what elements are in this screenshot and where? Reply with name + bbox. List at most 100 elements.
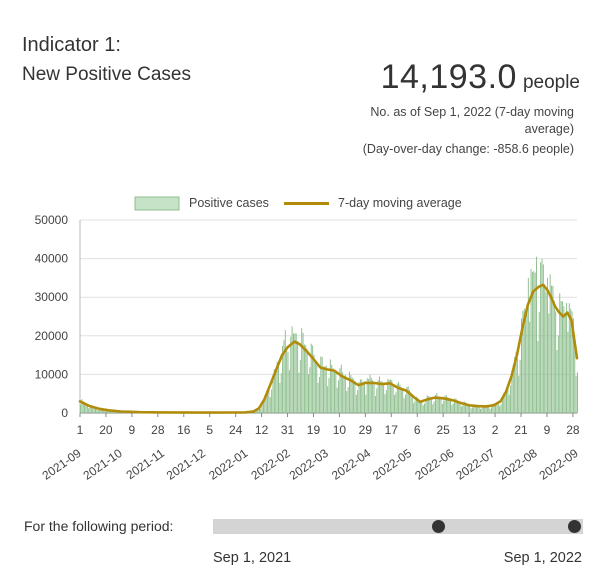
daily-case-bar: [343, 376, 345, 413]
daily-case-bar: [284, 330, 286, 413]
daily-case-bar: [305, 345, 307, 413]
daily-case-bar: [418, 399, 420, 413]
daily-case-bar: [504, 392, 506, 413]
x-month-tick-label: 2022-03: [287, 446, 331, 483]
daily-case-bar: [496, 403, 498, 413]
daily-case-bar: [414, 400, 416, 413]
daily-case-bar: [389, 379, 391, 413]
daily-case-bar: [369, 374, 371, 413]
daily-case-bar: [257, 408, 259, 413]
daily-case-bar: [90, 405, 92, 413]
daily-case-bar: [448, 398, 450, 413]
x-day-tick-label: 2: [492, 423, 499, 437]
daily-case-bar: [277, 366, 279, 413]
daily-case-bar: [559, 293, 561, 413]
daily-case-bar: [316, 364, 318, 413]
period-slider-end-handle[interactable]: [568, 520, 581, 533]
period-slider-start-handle[interactable]: [432, 520, 445, 533]
x-day-tick-label: 25: [437, 423, 451, 437]
daily-case-bar: [353, 378, 355, 413]
daily-case-bar: [553, 300, 555, 413]
daily-case-bar: [381, 381, 383, 413]
daily-case-bar: [301, 328, 303, 413]
x-day-tick-label: 17: [385, 423, 399, 437]
daily-case-bar: [570, 308, 572, 413]
daily-case-bar: [439, 397, 441, 413]
daily-case-bar: [410, 392, 412, 413]
daily-case-bar: [437, 396, 439, 413]
daily-case-bar: [469, 404, 471, 413]
daily-case-bar: [500, 404, 502, 413]
daily-case-bar: [568, 303, 570, 413]
daily-case-bar: [489, 408, 491, 413]
daily-case-bar: [451, 404, 453, 413]
x-month-tick-label: 2021-09: [40, 446, 84, 483]
y-tick-label: 20000: [35, 329, 69, 343]
daily-case-bar: [429, 396, 431, 413]
daily-case-bar: [577, 372, 578, 413]
daily-case-bar: [555, 311, 557, 413]
x-day-tick-label: 10: [333, 423, 347, 437]
daily-case-bar: [344, 374, 346, 413]
daily-case-bar: [450, 400, 451, 413]
daily-case-bar: [272, 374, 274, 413]
x-day-tick-label: 9: [544, 423, 551, 437]
daily-case-bar: [108, 410, 110, 413]
indicator-label: Indicator 1:: [22, 34, 121, 56]
daily-case-bar: [403, 398, 405, 413]
daily-case-bar: [327, 386, 329, 413]
daily-case-bar: [422, 405, 424, 413]
daily-case-bar: [373, 384, 375, 413]
daily-case-bar: [447, 397, 449, 413]
daily-case-bar: [368, 379, 370, 413]
daily-case-bar: [443, 400, 445, 413]
y-tick-label: 10000: [35, 367, 69, 381]
daily-case-bar: [462, 405, 464, 413]
daily-case-bar: [424, 403, 426, 413]
daily-case-bar: [398, 381, 400, 413]
daily-case-bar: [460, 406, 462, 413]
x-month-tick-label: 2022-01: [206, 446, 250, 483]
x-month-tick-label: 2022-09: [537, 446, 581, 483]
daily-case-bar: [514, 356, 516, 413]
daily-case-bar: [318, 376, 320, 413]
daily-case-bar: [409, 389, 411, 413]
daily-case-bar: [510, 385, 512, 413]
x-day-tick-label: 31: [281, 423, 295, 437]
as-of-note: No. as of Sep 1, 2022 (7-day moving aver…: [370, 105, 574, 136]
daily-case-bar: [276, 361, 278, 413]
daily-case-bar: [324, 366, 326, 413]
daily-case-bar: [484, 405, 486, 413]
daily-case-bar: [268, 388, 270, 413]
daily-case-bar: [426, 395, 428, 413]
daily-case-bar: [81, 399, 83, 413]
daily-case-bar: [465, 402, 467, 413]
daily-case-bar: [312, 345, 314, 413]
daily-case-bar: [415, 396, 417, 413]
daily-case-bar: [306, 349, 308, 413]
daily-case-bar: [88, 408, 90, 413]
daily-case-bar: [432, 404, 434, 413]
moving-average-line: [78, 283, 579, 414]
daily-case-bar: [406, 387, 408, 413]
daily-case-bar: [454, 398, 456, 413]
daily-case-bar: [466, 403, 468, 413]
daily-case-bar: [567, 331, 569, 413]
daily-case-bar: [391, 380, 393, 413]
daily-case-bar: [473, 404, 475, 413]
daily-case-bar: [380, 381, 382, 413]
daily-case-bar: [374, 395, 376, 413]
daily-case-bar: [492, 403, 494, 413]
daily-case-bar: [436, 392, 438, 413]
period-end-date: Sep 1, 2022: [503, 550, 582, 566]
daily-case-bar: [575, 375, 577, 413]
daily-case-bar: [264, 395, 266, 413]
daily-case-bar: [556, 349, 558, 413]
daily-case-bar: [357, 390, 359, 413]
period-slider-track[interactable]: [213, 519, 583, 534]
daily-case-bar: [280, 373, 282, 413]
x-month-tick-label: 2022-07: [453, 446, 497, 483]
daily-case-bar: [355, 394, 357, 413]
daily-case-bar: [366, 378, 368, 413]
x-month-tick-label: 2021-11: [124, 446, 168, 482]
